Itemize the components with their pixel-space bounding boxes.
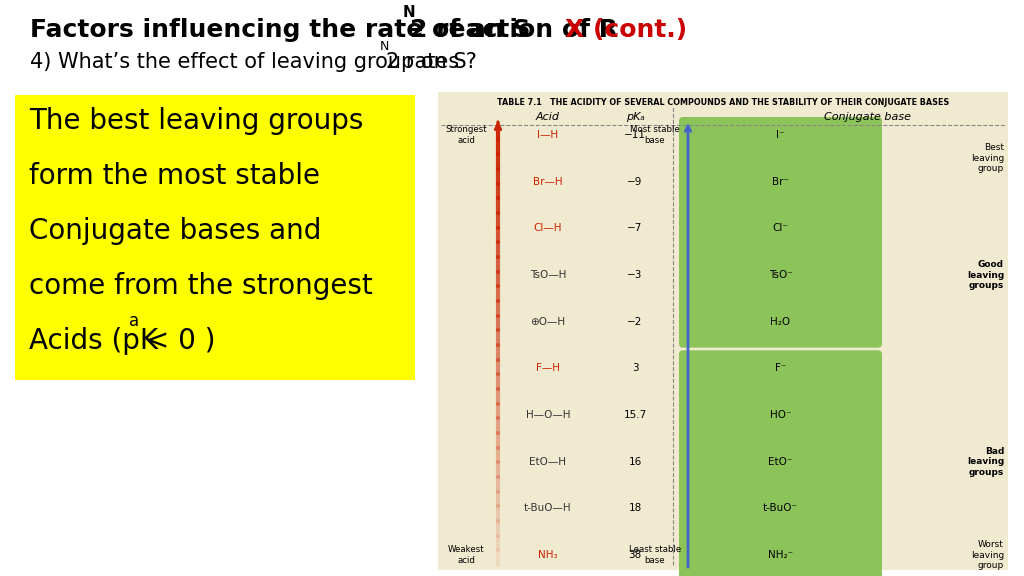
Text: −3: −3	[628, 270, 643, 280]
Text: −9: −9	[628, 177, 643, 187]
Text: Strongest
acid: Strongest acid	[445, 126, 486, 145]
Bar	[15, 95, 415, 380]
Text: 16: 16	[629, 457, 642, 467]
Text: 3: 3	[632, 363, 638, 373]
Text: N: N	[402, 5, 415, 20]
Text: TsO—H: TsO—H	[529, 270, 566, 280]
Text: 4) What’s the effect of leaving group on S: 4) What’s the effect of leaving group on…	[30, 52, 467, 72]
Text: 2 rates ?: 2 rates ?	[385, 52, 476, 72]
Text: form the most stable: form the most stable	[29, 162, 319, 190]
Text: 2 reaction of R: 2 reaction of R	[410, 18, 617, 42]
Text: F—H: F—H	[536, 363, 560, 373]
Text: The best leaving groups: The best leaving groups	[29, 107, 364, 135]
Text: EtO—H: EtO—H	[529, 457, 566, 467]
Text: Acid: Acid	[536, 112, 560, 122]
Text: t-BuO—H: t-BuO—H	[524, 503, 571, 513]
Text: 18: 18	[629, 503, 642, 513]
Text: Conjugate bases and: Conjugate bases and	[29, 217, 322, 245]
Text: Good
leaving
groups: Good leaving groups	[967, 260, 1004, 290]
Text: t-BuO⁻: t-BuO⁻	[763, 503, 798, 513]
Text: Conjugate base: Conjugate base	[824, 112, 911, 122]
Text: TsO⁻: TsO⁻	[769, 270, 793, 280]
Text: H—O—H: H—O—H	[525, 410, 570, 420]
FancyBboxPatch shape	[679, 350, 882, 576]
Text: ⊕O—H: ⊕O—H	[530, 317, 565, 327]
Text: Br⁻: Br⁻	[772, 177, 790, 187]
Text: I⁻: I⁻	[776, 130, 784, 140]
Text: −2: −2	[628, 317, 643, 327]
Text: Most stable
base: Most stable base	[630, 126, 680, 145]
Text: EtO⁻: EtO⁻	[768, 457, 793, 467]
Text: a: a	[129, 312, 139, 330]
FancyBboxPatch shape	[679, 117, 882, 348]
Text: X (cont.): X (cont.)	[565, 18, 687, 42]
Text: Worst
leaving
group: Worst leaving group	[971, 540, 1004, 570]
Text: 38: 38	[629, 550, 642, 560]
Text: −11: −11	[624, 130, 646, 140]
Text: 15.7: 15.7	[624, 410, 646, 420]
Text: HO⁻: HO⁻	[770, 410, 792, 420]
Text: < 0 ): < 0 )	[136, 327, 215, 355]
Text: Cl—H: Cl—H	[534, 223, 562, 233]
Text: pKₐ: pKₐ	[626, 112, 644, 122]
Text: I—H: I—H	[538, 130, 558, 140]
Text: H₂O: H₂O	[770, 317, 791, 327]
Text: −7: −7	[628, 223, 643, 233]
Text: TABLE 7.1   THE ACIDITY OF SEVERAL COMPOUNDS AND THE STABILITY OF THEIR CONJUGAT: TABLE 7.1 THE ACIDITY OF SEVERAL COMPOUN…	[497, 98, 949, 107]
Text: Weakest
acid: Weakest acid	[447, 545, 484, 564]
Text: Least stable
base: Least stable base	[629, 545, 681, 564]
Bar	[438, 92, 1008, 570]
Text: NH₃: NH₃	[539, 550, 558, 560]
Text: Best
leaving
group: Best leaving group	[971, 143, 1004, 173]
Text: N: N	[380, 40, 389, 53]
Text: NH₂⁻: NH₂⁻	[768, 550, 793, 560]
Text: Bad
leaving
groups: Bad leaving groups	[967, 447, 1004, 476]
Text: Acids (pK: Acids (pK	[29, 327, 158, 355]
Text: Br—H: Br—H	[534, 177, 563, 187]
Text: come from the strongest: come from the strongest	[29, 272, 373, 300]
Text: Factors influencing the rate of an S: Factors influencing the rate of an S	[30, 18, 530, 42]
Text: F⁻: F⁻	[775, 363, 786, 373]
Text: Cl⁻: Cl⁻	[772, 223, 788, 233]
